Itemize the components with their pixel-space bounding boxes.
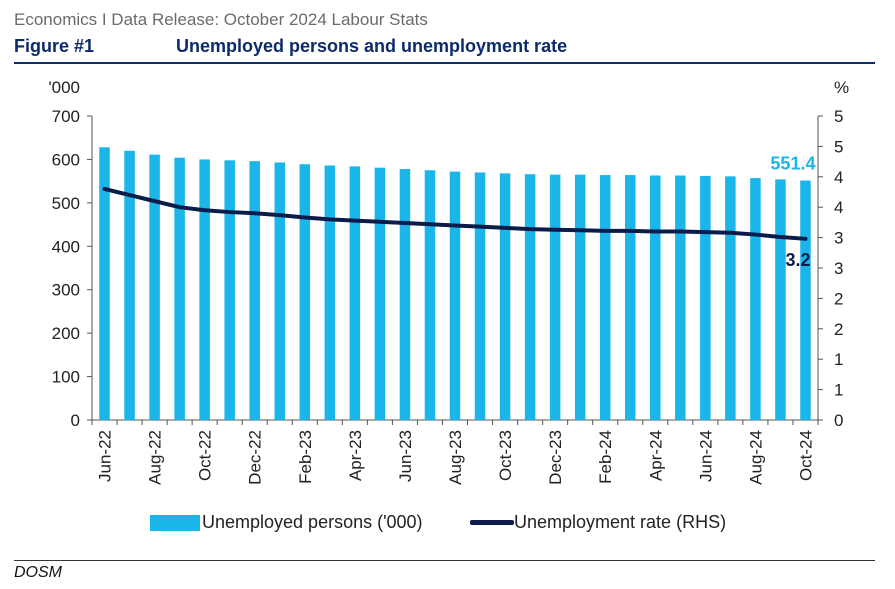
bottom-rule <box>14 560 875 561</box>
top-rule <box>14 62 875 64</box>
bar <box>249 161 260 420</box>
right-tick-label: 2 <box>834 289 843 308</box>
breadcrumb: Economics I Data Release: October 2024 L… <box>14 10 428 29</box>
figure-title: Unemployed persons and unemployment rate <box>176 36 568 56</box>
bar <box>574 174 586 420</box>
bar <box>424 170 436 420</box>
x-tick-label: Jun-24 <box>696 430 715 482</box>
x-tick-label: Apr-23 <box>346 430 365 481</box>
line-value-label: 3.2 <box>785 250 810 270</box>
legend-swatch-line <box>470 520 514 525</box>
x-tick-label: Apr-24 <box>646 430 665 481</box>
left-tick-label: 100 <box>52 368 80 387</box>
legend-label-bars: Unemployed persons ('000) <box>202 512 423 532</box>
left-tick-label: 700 <box>52 107 80 126</box>
right-tick-label: 3 <box>834 259 843 278</box>
bar <box>349 166 361 420</box>
right-tick-label: 5 <box>834 107 843 126</box>
bar <box>549 174 561 420</box>
legend: Unemployed persons ('000) Unemployment r… <box>150 512 770 536</box>
bar <box>224 160 235 420</box>
figure-header: Figure #1 Unemployed persons and unemplo… <box>14 36 874 60</box>
left-tick-label: 300 <box>52 281 80 300</box>
x-tick-label: Feb-24 <box>596 430 615 484</box>
bar <box>199 159 210 420</box>
legend-swatch-bars <box>150 514 200 531</box>
bar-series <box>99 147 811 421</box>
bar <box>775 179 786 420</box>
bar-value-label: 551.4 <box>770 154 815 174</box>
bar <box>750 178 761 420</box>
legend-item-line: Unemployment rate (RHS) <box>470 512 726 533</box>
bar <box>399 168 411 420</box>
x-tick-label: Jun-23 <box>396 430 415 482</box>
source-label: DOSM <box>14 564 62 581</box>
x-tick-label: Oct-22 <box>196 430 215 481</box>
bar <box>99 147 110 421</box>
bar <box>700 175 711 420</box>
bar <box>524 174 536 420</box>
bar <box>324 165 336 420</box>
bar <box>174 157 185 421</box>
right-tick-label: 4 <box>834 168 843 187</box>
bar <box>800 180 811 420</box>
bar <box>650 175 661 420</box>
x-tick-label: Dec-22 <box>246 430 265 485</box>
left-tick-label: 600 <box>52 150 80 169</box>
x-tick-label: Dec-23 <box>546 430 565 485</box>
bar <box>474 172 486 420</box>
bar <box>299 164 311 420</box>
chart-axes: 0 100 200 300 400 500 600 700 '000 0 1 1 2 2 3 3 4 4 5 5% Ju… <box>48 78 849 485</box>
left-tick-label: 400 <box>52 237 80 256</box>
figure-number: Figure #1 <box>14 36 95 56</box>
legend-label-line: Unemployment rate (RHS) <box>514 512 727 532</box>
left-tick-label: 500 <box>52 194 80 213</box>
line-series <box>102 186 808 241</box>
combo-chart: 0 100 200 300 400 500 600 700 '000 0 1 1 2 2 3 3 4 4 5 5% Ju… <box>48 78 849 485</box>
bar <box>374 167 386 420</box>
x-tick-label: Feb-23 <box>296 430 315 484</box>
chart-labels: 551.4 3.2 <box>770 154 815 270</box>
x-tick-label: Oct-23 <box>496 430 515 481</box>
rate-line <box>102 186 808 241</box>
bar <box>599 175 611 420</box>
x-tick-label: Aug-23 <box>446 430 465 485</box>
left-axis-unit: '000 <box>48 78 80 97</box>
x-tick-label: Aug-24 <box>746 430 765 485</box>
left-tick-label: 200 <box>52 324 80 343</box>
legend-item-bars: Unemployed persons ('000) <box>150 512 423 533</box>
left-tick-label: 0 <box>71 411 80 430</box>
x-tick-label: Jun-22 <box>96 430 115 482</box>
right-tick-label: 4 <box>834 198 843 217</box>
bar <box>449 171 461 420</box>
bar <box>624 175 636 420</box>
bar <box>149 154 160 420</box>
right-tick-label: 0 <box>834 411 843 430</box>
bar <box>499 173 511 420</box>
x-tick-label: Oct-24 <box>796 430 815 481</box>
right-tick-label: 3 <box>834 229 843 248</box>
right-tick-label: 1 <box>834 350 843 369</box>
right-tick-label: 5 <box>834 137 843 156</box>
right-tick-label: 2 <box>834 320 843 339</box>
x-tick-label: Aug-22 <box>146 430 165 485</box>
bar <box>725 176 736 420</box>
right-tick-label: 1 <box>834 381 843 400</box>
bar <box>124 150 135 420</box>
bar <box>274 162 286 420</box>
bar <box>675 175 686 420</box>
right-axis-unit: % <box>834 78 849 97</box>
